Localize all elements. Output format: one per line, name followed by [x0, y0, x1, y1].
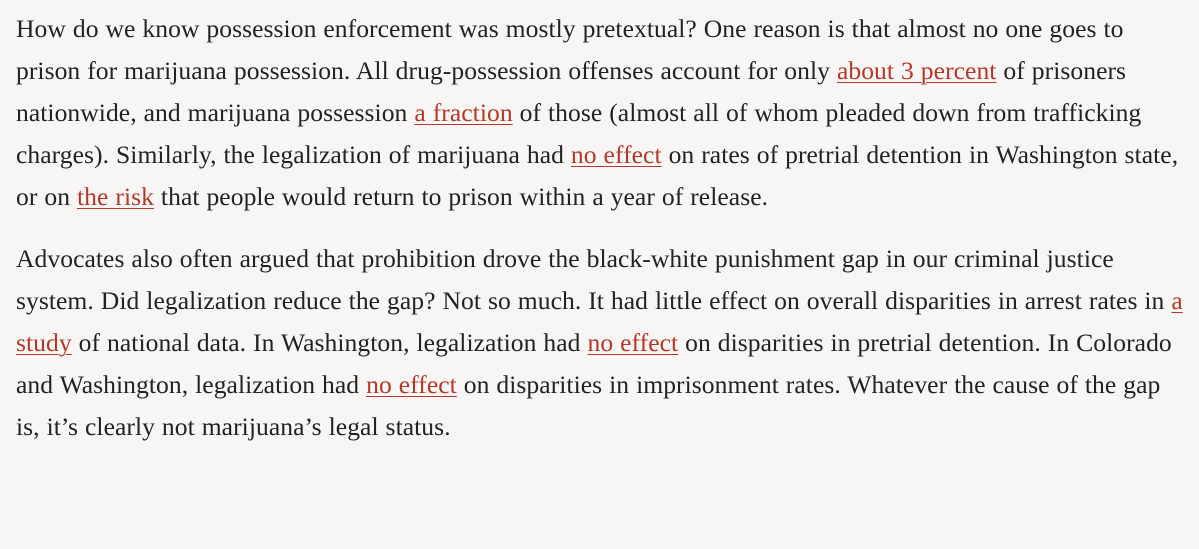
link-no-effect-pretrial-disparities[interactable]: no effect — [587, 328, 679, 357]
text-segment: on disparities in imprisonment rates. Wh… — [16, 370, 1161, 441]
link-a-fraction[interactable]: a fraction — [414, 98, 513, 127]
paragraph-punishment-gap: Advocates also often argued that prohibi… — [16, 238, 1189, 448]
text-segment: of prisoners nationwide, and marijuana p… — [16, 56, 1127, 127]
text-segment: How do we know possession enforcement wa… — [16, 14, 1124, 85]
text-segment: Advocates also often argued that prohibi… — [16, 244, 1172, 315]
link-no-effect-imprisonment[interactable]: no effect — [366, 370, 457, 399]
link-no-effect-pretrial[interactable]: no effect — [570, 140, 662, 169]
link-the-risk[interactable]: the risk — [77, 182, 154, 211]
link-a-study[interactable]: a study — [16, 286, 1183, 357]
text-segment: that people would return to prison withi… — [153, 182, 769, 211]
paragraph-possession-enforcement: How do we know possession enforcement wa… — [16, 8, 1189, 218]
text-segment: of national data. In Washington, legaliz… — [71, 328, 588, 357]
text-segment: of those (almost all of whom pleaded dow… — [16, 98, 1142, 169]
text-segment: on rates of pretrial detention in Washin… — [16, 140, 1179, 211]
link-about-3-percent[interactable]: about 3 percent — [836, 56, 997, 85]
text-segment: on disparities in pretrial detention. In… — [16, 328, 1172, 399]
